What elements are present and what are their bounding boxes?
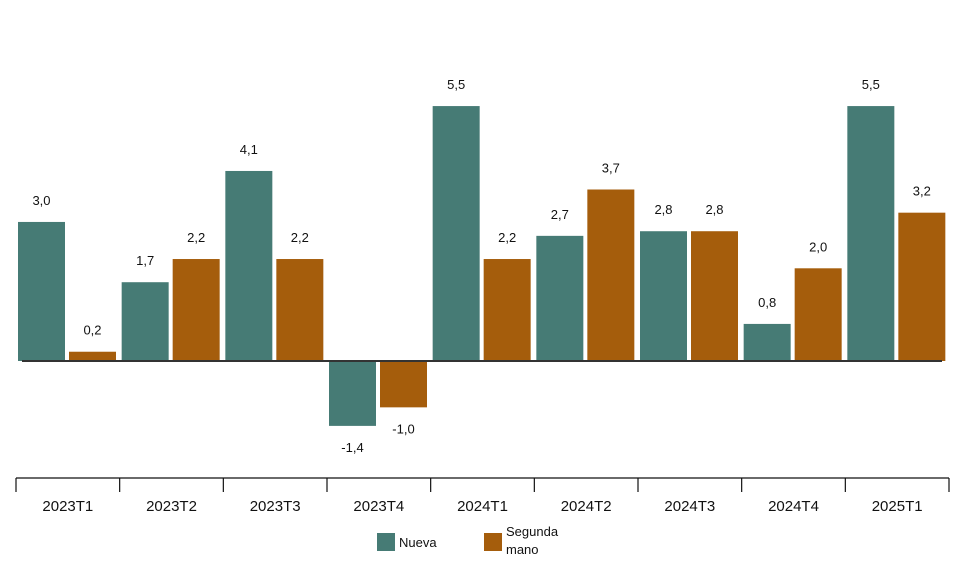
value-label-nueva-2024T1: 5,5 bbox=[447, 77, 465, 92]
bar-nueva-2024T4 bbox=[743, 323, 791, 361]
value-label-segunda-mano-2024T3: 2,8 bbox=[705, 202, 723, 217]
bar-nueva-2023T1 bbox=[18, 221, 65, 361]
value-label-segunda-mano-2023T2: 2,2 bbox=[187, 230, 205, 245]
value-label-segunda-mano-2023T1: 0,2 bbox=[83, 323, 101, 338]
bar-nueva-2023T4 bbox=[329, 361, 376, 426]
value-label-nueva-2024T3: 2,8 bbox=[654, 202, 672, 217]
bar-nueva-2024T3 bbox=[640, 231, 687, 361]
category-label-2024T1: 2024T1 bbox=[457, 498, 508, 515]
legend-label-segunda-mano: Segunda mano bbox=[506, 524, 562, 557]
category-label-2023T4: 2023T4 bbox=[353, 498, 404, 515]
category-label-2023T2: 2023T2 bbox=[146, 498, 197, 515]
category-label-2023T3: 2023T3 bbox=[250, 498, 301, 515]
value-label-segunda-mano-2023T3: 2,2 bbox=[291, 230, 309, 245]
value-label-nueva-2024T4: 0,8 bbox=[758, 295, 776, 310]
value-label-nueva-2023T1: 3,0 bbox=[32, 193, 50, 208]
category-label-2023T1: 2023T1 bbox=[42, 498, 93, 515]
value-label-segunda-mano-2024T4: 2,0 bbox=[809, 239, 827, 254]
bar-segunda-mano-2023T3 bbox=[276, 259, 324, 361]
value-label-nueva-2024T2: 2,7 bbox=[551, 207, 569, 222]
bar-nueva-2025T1 bbox=[847, 106, 895, 361]
value-label-nueva-2023T4: -1,4 bbox=[341, 440, 363, 455]
legend-swatch-segunda-mano bbox=[484, 533, 502, 551]
bar-segunda-mano-2024T3 bbox=[691, 231, 738, 361]
category-label-2024T4: 2024T4 bbox=[768, 498, 819, 515]
bar-segunda-mano-2024T1 bbox=[483, 259, 531, 361]
bar-segunda-mano-2023T2 bbox=[172, 259, 220, 361]
value-label-nueva-2025T1: 5,5 bbox=[862, 77, 880, 92]
bar-nueva-2023T2 bbox=[121, 282, 169, 361]
bar-segunda-mano-2023T1 bbox=[69, 351, 116, 361]
category-axis: 2023T1 2023T2 2023T3 2023T4 2024T1 2024T2 2024… bbox=[15, 477, 950, 515]
legend-swatch-nueva bbox=[377, 533, 395, 551]
bar-nueva-2023T3 bbox=[225, 170, 273, 361]
bar-segunda-mano-2023T4 bbox=[380, 361, 427, 408]
bar-nueva-2024T1 bbox=[432, 106, 480, 361]
legend: Nueva Segunda mano bbox=[377, 524, 562, 557]
legend-label-segunda-mano-line-1: Segunda bbox=[506, 524, 559, 539]
value-labels-group: 3,0 0,2 1,7 2,2 4,1 2,2 -1,4 -1,0 5,5 2,2 2,7 3,7 2,… bbox=[32, 77, 930, 455]
bar-nueva-2024T2 bbox=[536, 235, 584, 361]
category-label-2024T3: 2024T3 bbox=[664, 498, 715, 515]
legend-label-nueva: Nueva bbox=[399, 535, 437, 550]
category-label-2024T2: 2024T2 bbox=[561, 498, 612, 515]
bar-segunda-mano-2024T2 bbox=[587, 189, 635, 361]
value-label-nueva-2023T2: 1,7 bbox=[136, 253, 154, 268]
bar-segunda-mano-2025T1 bbox=[898, 212, 946, 361]
value-label-nueva-2023T3: 4,1 bbox=[240, 142, 258, 157]
value-label-segunda-mano-2023T4: -1,0 bbox=[392, 421, 414, 436]
category-label-2025T1: 2025T1 bbox=[872, 498, 923, 515]
legend-label-segunda-mano-line-2: mano bbox=[506, 542, 539, 557]
bars-group bbox=[18, 106, 946, 426]
value-label-segunda-mano-2024T1: 2,2 bbox=[498, 230, 516, 245]
bar-segunda-mano-2024T4 bbox=[794, 268, 842, 361]
value-label-segunda-mano-2024T2: 3,7 bbox=[602, 161, 620, 176]
value-label-segunda-mano-2025T1: 3,2 bbox=[913, 184, 931, 199]
